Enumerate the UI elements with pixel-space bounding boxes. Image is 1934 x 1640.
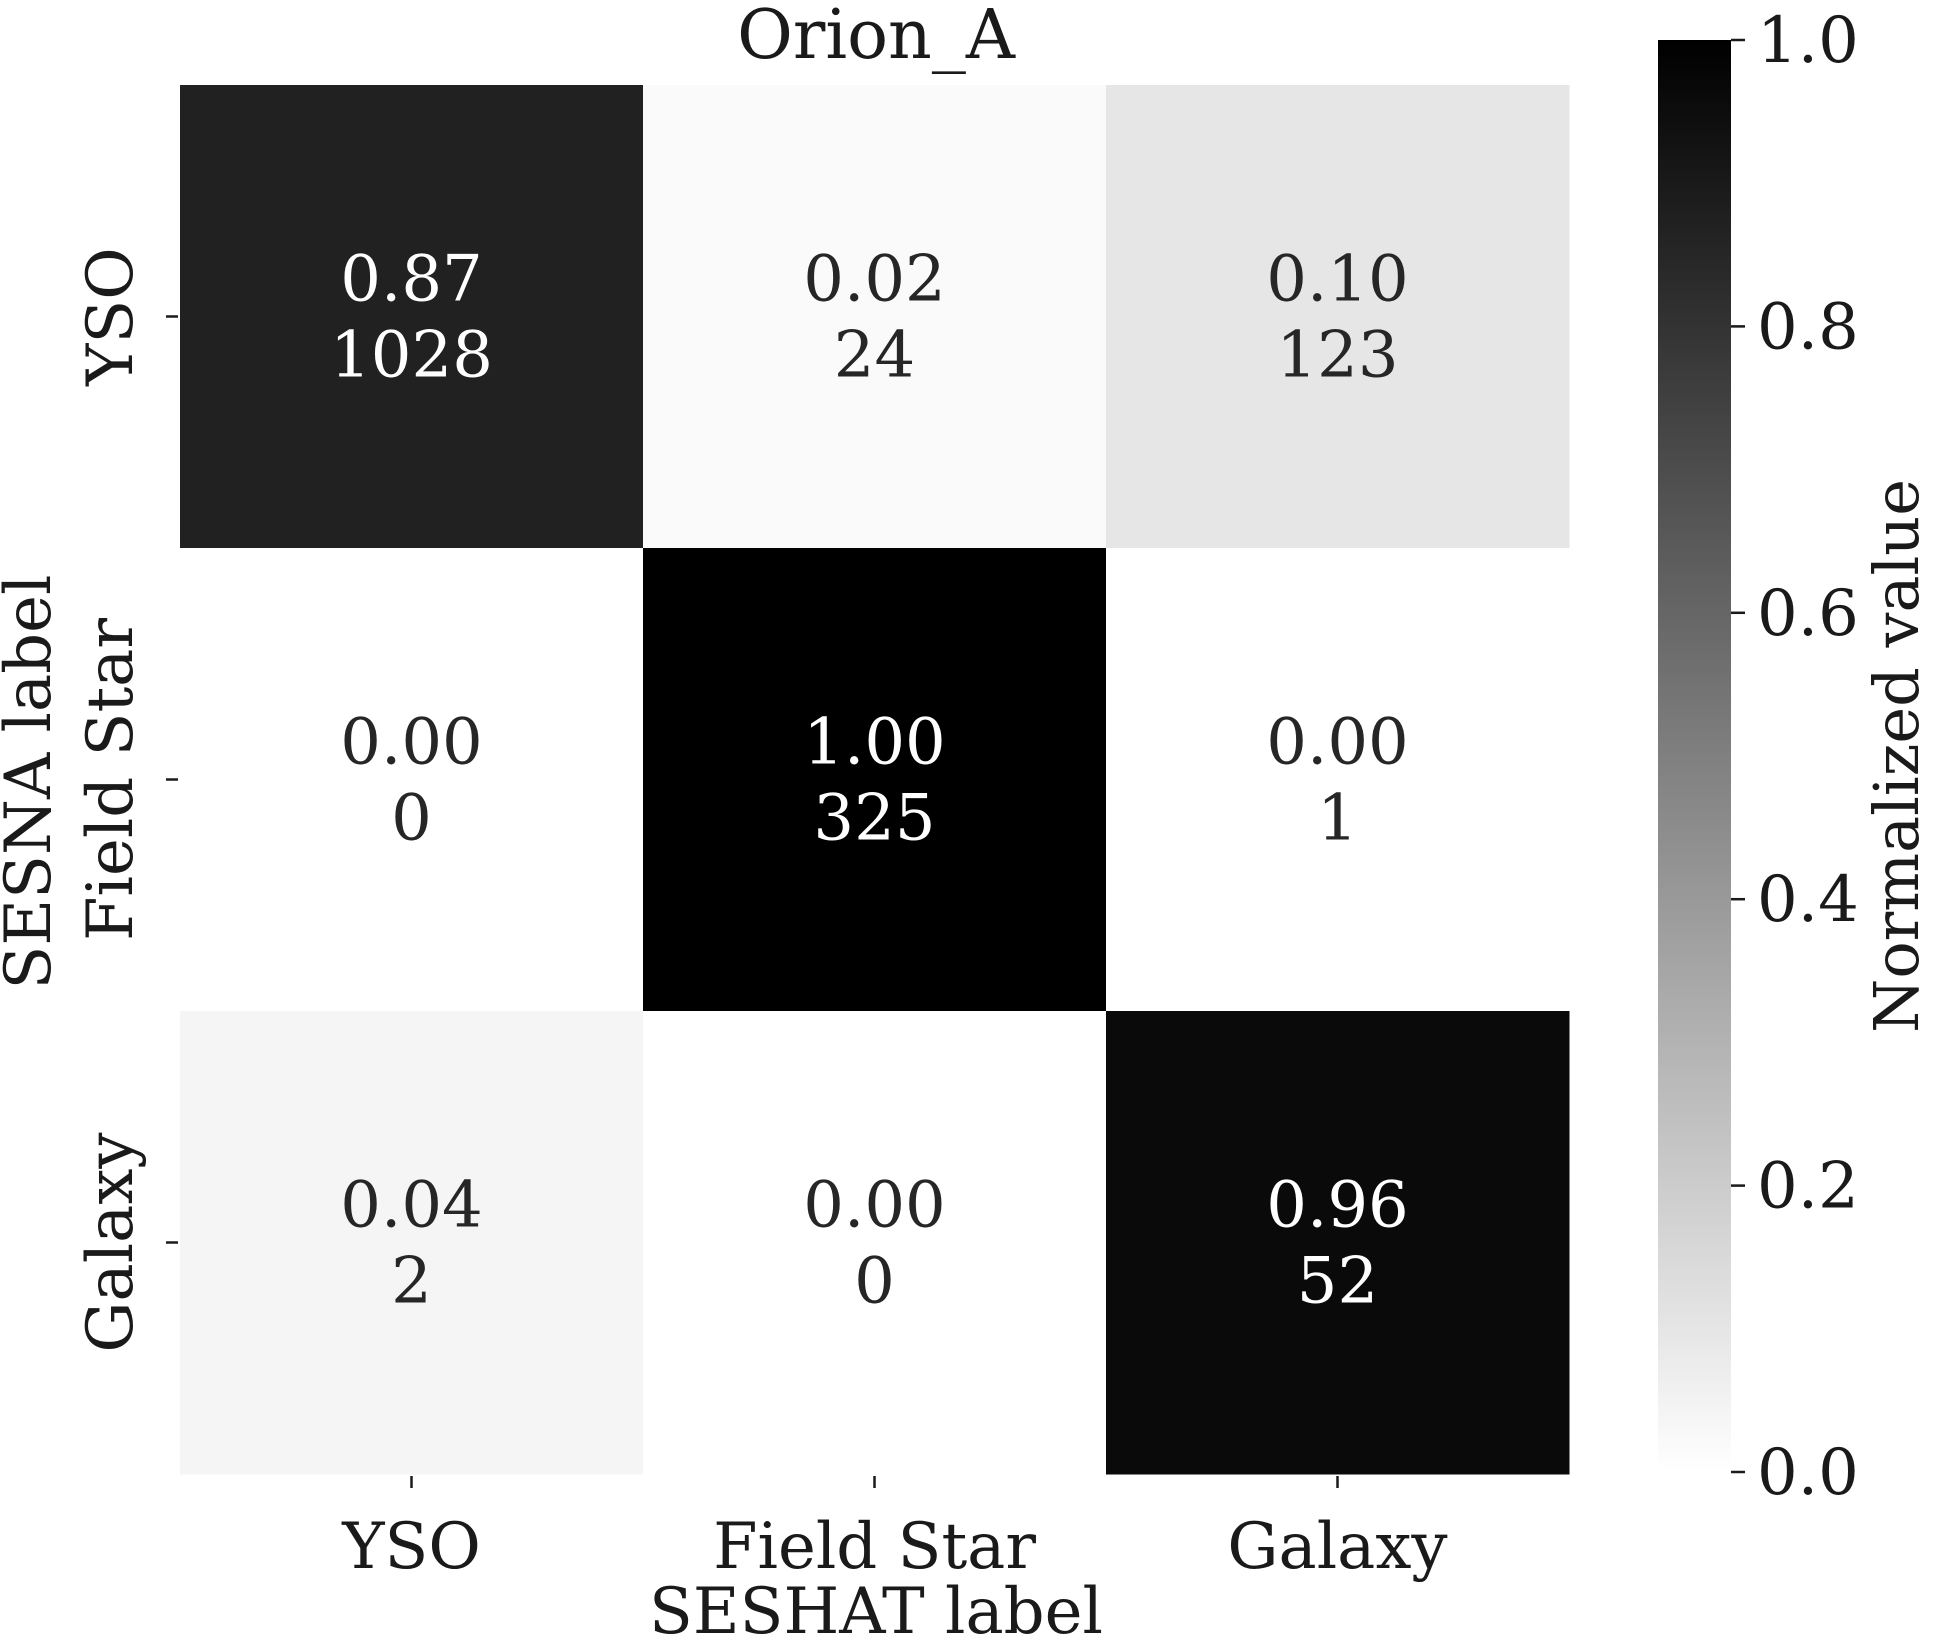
cell-count-label: 1 <box>1317 782 1358 856</box>
colorbar-label: Normalized value <box>1860 479 1933 1033</box>
colorbar-tick-label: 0.6 <box>1757 577 1859 651</box>
colorbar-tick-label: 0.0 <box>1757 1436 1859 1510</box>
x-tick-label: Field Star <box>713 1510 1036 1584</box>
y-tick-label: Field Star <box>74 618 148 941</box>
colorbar-gradient <box>1658 40 1731 1472</box>
x-axis-label: SESHAT label <box>649 1575 1103 1640</box>
y-tick-label: Galaxy <box>74 1132 148 1352</box>
heatmap-cell <box>1106 1011 1570 1475</box>
chart-title: Orion_A <box>737 0 1016 75</box>
cell-normalized-label: 0.04 <box>340 1169 483 1243</box>
heatmap-cell <box>180 548 644 1012</box>
y-tick-label: YSO <box>74 247 148 387</box>
heatmap-cell-labels: 0.8710280.02240.101230.0001.003250.0010.… <box>330 243 1409 1319</box>
colorbar-tick-label: 0.8 <box>1757 290 1859 364</box>
cell-normalized-label: 0.10 <box>1266 243 1409 317</box>
heatmap-cell <box>643 85 1107 549</box>
cell-count-label: 52 <box>1297 1245 1378 1319</box>
colorbar: 0.0 0.2 0.4 0.6 0.8 1.0 Normalized value <box>1658 4 1933 1510</box>
heatmap-cell <box>180 1011 644 1475</box>
cell-count-label: 1028 <box>330 319 493 393</box>
colorbar-tick-label: 0.2 <box>1757 1150 1859 1224</box>
cell-count-label: 2 <box>391 1245 432 1319</box>
cell-normalized-label: 0.00 <box>340 706 483 780</box>
x-tick-label: Galaxy <box>1227 1510 1447 1584</box>
heatmap-cell <box>643 548 1107 1012</box>
cell-count-label: 325 <box>813 782 935 856</box>
y-axis-label: SESNA label <box>0 575 66 990</box>
cell-count-label: 0 <box>391 782 432 856</box>
cell-count-label: 123 <box>1276 319 1398 393</box>
colorbar-ticks: 0.0 0.2 0.4 0.6 0.8 1.0 <box>1731 4 1859 1510</box>
heatmap-cells <box>180 85 1570 1475</box>
heatmap-cell <box>643 1011 1107 1475</box>
y-axis: YSO Field Star Galaxy <box>74 247 178 1353</box>
x-tick-label: YSO <box>341 1510 481 1584</box>
cell-count-label: 24 <box>834 319 915 393</box>
colorbar-tick-label: 1.0 <box>1757 4 1859 78</box>
cell-count-label: 0 <box>854 1245 895 1319</box>
cell-normalized-label: 0.00 <box>803 1169 946 1243</box>
heatmap-cell <box>1106 85 1570 549</box>
heatmap-cell <box>1106 548 1570 1012</box>
cell-normalized-label: 0.96 <box>1266 1169 1409 1243</box>
cell-normalized-label: 0.02 <box>803 243 946 317</box>
heatmap-cell <box>180 85 644 549</box>
cell-normalized-label: 0.87 <box>340 243 483 317</box>
cell-normalized-label: 1.00 <box>803 706 946 780</box>
cell-normalized-label: 0.00 <box>1266 706 1409 780</box>
colorbar-tick-label: 0.4 <box>1757 863 1859 937</box>
x-axis: YSO Field Star Galaxy <box>341 1476 1448 1584</box>
